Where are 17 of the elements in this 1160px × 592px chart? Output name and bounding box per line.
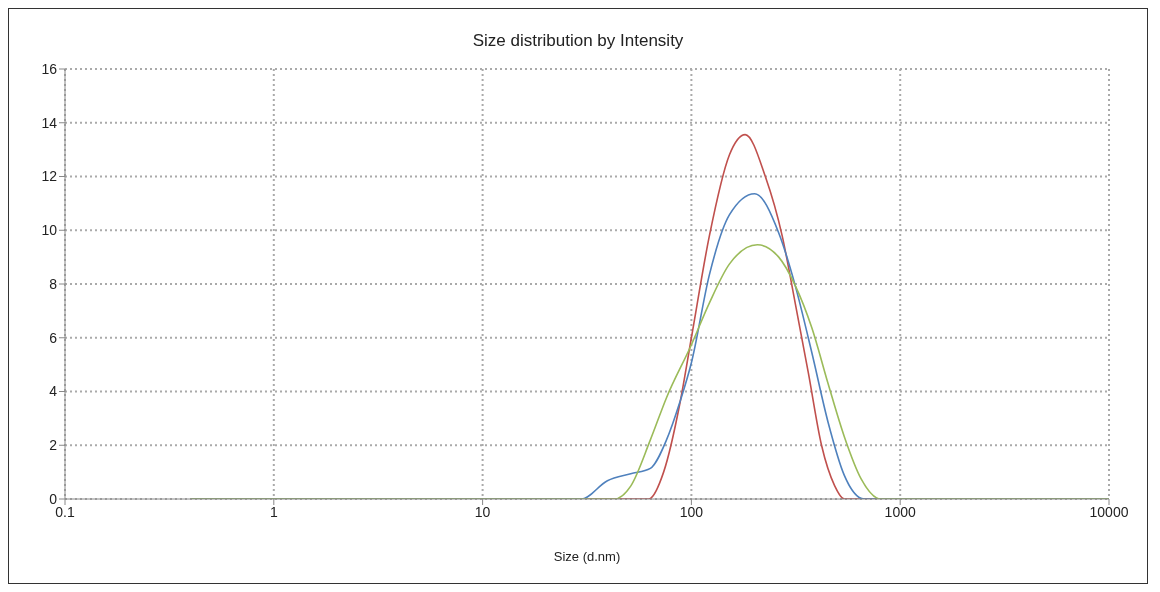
x-axis-title: Size (d.nm): [553, 549, 621, 564]
y-tick-label: 8: [49, 275, 58, 292]
x-tick-label: 100: [679, 503, 704, 520]
x-tick-label: 1000: [884, 503, 916, 520]
chart-title: Size distribution by Intensity: [471, 31, 685, 51]
x-tick-label: 10000: [1089, 503, 1129, 520]
y-tick-label: 10: [41, 222, 58, 239]
x-tick-label: 1: [269, 503, 278, 520]
x-tick-label: 0.1: [55, 503, 75, 520]
y-tick-label: 14: [41, 114, 58, 131]
y-tick-label: 0: [49, 490, 58, 507]
y-tick-label: 4: [49, 383, 58, 400]
y-tick-label: 12: [41, 168, 58, 185]
x-tick-label: 10: [474, 503, 491, 520]
y-tick-label: 2: [49, 437, 58, 454]
y-tick-label: 6: [49, 329, 58, 346]
y-tick-label: 16: [41, 60, 58, 77]
